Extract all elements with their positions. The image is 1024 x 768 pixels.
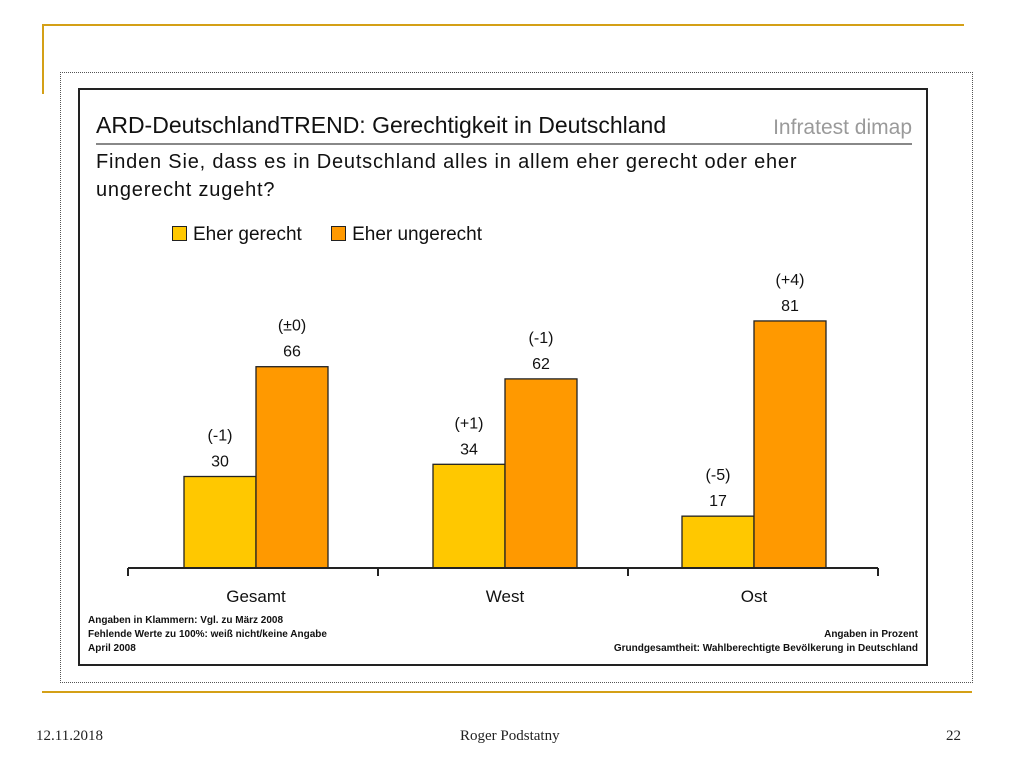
footer-author: Roger Podstatny: [460, 728, 560, 744]
data-label-value: 17: [709, 493, 727, 510]
bar-chart: 30 (-1) 66 (±0) Gesamt 34 (+1) 62 (-1) West 17 (-5)…: [127, 272, 879, 606]
x-tick-label: Gesamt: [226, 587, 286, 606]
legend-label-gerecht: Eher gerecht: [193, 224, 302, 245]
bar-ost-ungerecht: [753, 320, 827, 569]
data-label-value: 34: [460, 441, 478, 458]
note-date: April 2008: [88, 643, 136, 654]
legend-label-ungerecht: Eher ungerecht: [352, 224, 482, 245]
bar-west-ungerecht: [504, 378, 578, 569]
chart-title: ARD-DeutschlandTREND: Gerechtigkeit in D…: [96, 112, 667, 138]
legend-item-gerecht: Eher gerecht: [172, 224, 302, 246]
data-label-change: (±0): [278, 318, 306, 335]
image-frame: [60, 72, 973, 683]
data-label-change: (-5): [706, 467, 731, 484]
survey-question: Finden Sie, dass es in Deutschland alles…: [96, 151, 798, 201]
legend-swatch-gerecht: [172, 226, 187, 241]
bar-west-gerecht: [432, 463, 506, 569]
data-label-change: (-1): [208, 428, 233, 445]
data-label-change: (-1): [529, 330, 554, 347]
top-accent-line: [42, 24, 964, 26]
bar-gesamt-gerecht: [183, 475, 257, 569]
data-label-change: (+1): [455, 415, 484, 432]
notes-left: Angaben in Klammern: Vgl. zu März 2008 F…: [88, 614, 327, 656]
bar-ost-gerecht: [681, 515, 755, 569]
note-population: Grundgesamtheit: Wahlberechtigte Bevölke…: [613, 643, 918, 654]
x-tick-label: West: [486, 587, 525, 606]
bar-gesamt-ungerecht: [255, 366, 329, 569]
x-tick-label: Ost: [741, 587, 768, 606]
footer-page-number: 22: [946, 728, 961, 744]
title-rule: [96, 143, 912, 145]
legend: Eher gerecht Eher ungerecht: [172, 224, 506, 246]
data-label-value: 66: [283, 344, 301, 361]
legend-item-ungerecht: Eher ungerecht: [331, 224, 482, 246]
chart-panel: ARD-DeutschlandTREND: Gerechtigkeit in D…: [78, 88, 928, 666]
legend-swatch-ungerecht: [331, 226, 347, 241]
data-label-value: 30: [211, 454, 229, 471]
note-percent: Angaben in Prozent: [824, 629, 918, 640]
data-label-change: (+4): [776, 272, 805, 289]
notes-right: Angaben in Prozent Grundgesamtheit: Wahl…: [614, 628, 918, 656]
data-label-value: 62: [532, 356, 550, 373]
data-label-value: 81: [781, 298, 799, 315]
note-brackets: Angaben in Klammern: Vgl. zu März 2008: [88, 615, 284, 626]
footer-date: 12.11.2018: [36, 728, 103, 744]
note-missing-values: Fehlende Werte zu 100%: weiß nicht/keine…: [88, 629, 327, 640]
brand-logo-text: Infratest dimap: [773, 116, 912, 139]
bottom-accent-line: [42, 691, 972, 693]
left-accent-line: [42, 24, 44, 94]
